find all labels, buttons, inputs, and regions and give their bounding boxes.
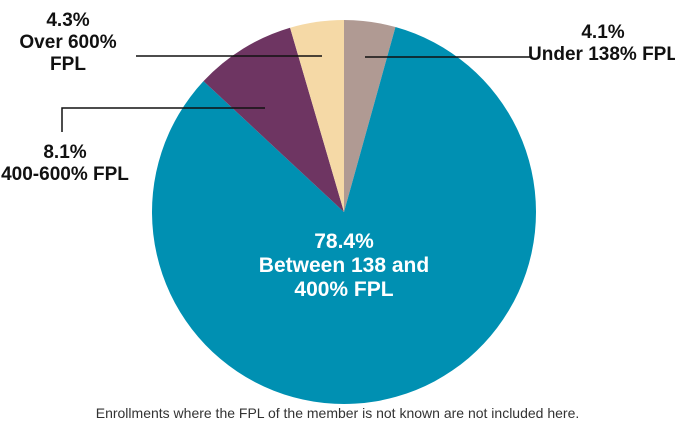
value-label: 4.1%: [581, 22, 625, 43]
pie-slice: [151, 27, 536, 404]
value-label: 8.1%: [43, 142, 87, 163]
pie-slice: [290, 20, 344, 212]
value-label: 4.3%: [46, 10, 90, 31]
slice-label: 8.1% 400-600% FPL: [0, 142, 130, 186]
pie-slice: [203, 27, 344, 212]
category-label: Under 138% FPL: [528, 44, 675, 65]
pie-slice: [344, 20, 396, 212]
footnote: Enrollments where the FPL of the member …: [95, 405, 580, 421]
category-label: Between 138 and 400% FPL: [258, 254, 430, 301]
slice-label: 4.1% Under 138% FPL: [528, 22, 675, 66]
leader-line: [61, 107, 265, 132]
category-label: 400-600% FPL: [1, 164, 129, 185]
value-label: 78.4%: [314, 230, 374, 253]
slice-label: 78.4% Between 138 and 400% FPL: [254, 230, 434, 302]
slice-label: 4.3% Over 600% FPL: [0, 10, 136, 76]
category-label: Over 600% FPL: [19, 32, 117, 75]
